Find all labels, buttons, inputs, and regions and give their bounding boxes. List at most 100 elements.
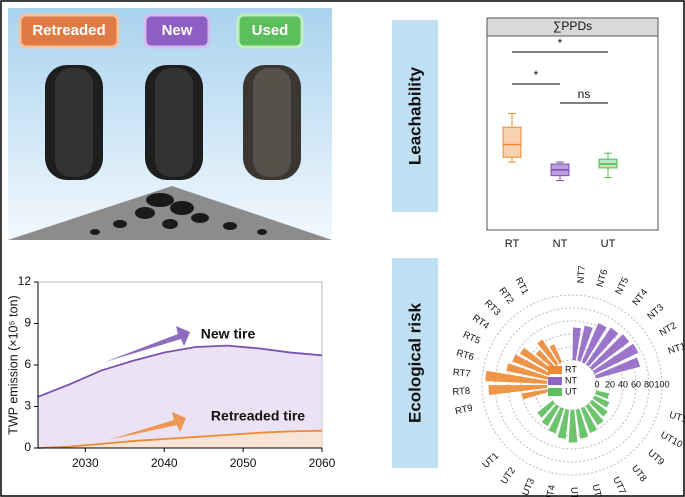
r-tick-label: 40 [618, 379, 628, 389]
category-label: UT4 [544, 484, 558, 497]
tag-new [143, 13, 211, 49]
radial-bar [575, 408, 589, 439]
legend-label: RT [565, 364, 577, 374]
radial-bar [488, 385, 548, 396]
x-tick-label: UT [601, 238, 616, 250]
radial-bar [506, 363, 549, 380]
category-label: UT10 [659, 430, 685, 451]
legend-swatch [548, 388, 562, 396]
box-frame [486, 17, 659, 231]
area-fill [38, 345, 322, 448]
grid-circle [494, 307, 650, 463]
radial-bar [519, 347, 553, 373]
category-label: RT2 [496, 285, 515, 306]
r-tick-label: 0 [594, 379, 599, 389]
x-tick-label: 2050 [230, 456, 257, 470]
category-label: RT8 [452, 386, 470, 398]
category-label: UT8 [629, 463, 649, 484]
category-label: NT3 [645, 302, 666, 322]
radial-bar [521, 389, 549, 400]
category-label: NT5 [613, 276, 631, 297]
category-label: NT2 [658, 320, 679, 339]
category-label: RT6 [455, 348, 475, 363]
category-label: UT2 [499, 465, 518, 486]
tire-tread [253, 68, 291, 177]
radial-bar [581, 323, 607, 364]
r-tick-label: 20 [605, 379, 615, 389]
tag-text: Retreaded [32, 22, 105, 39]
trend-arrow [108, 412, 186, 440]
category-label: UT3 [520, 477, 537, 497]
grid-circle [507, 320, 637, 450]
panel-label-bg [392, 258, 438, 468]
category-label: RT5 [461, 329, 482, 346]
tires [45, 65, 301, 180]
radial-bar [535, 349, 556, 369]
buttons: Retreaded New Used [18, 13, 304, 49]
radial-bar [557, 409, 570, 439]
radial-bar [595, 357, 641, 379]
category-label: UT5 [568, 487, 579, 497]
r-tick-label: 60 [631, 379, 641, 389]
box-title: ∑PPDs [553, 19, 592, 33]
radial-bar [592, 395, 610, 408]
tag-text: Used [252, 22, 289, 39]
radial-bar [572, 327, 581, 361]
category-label: UT1 [481, 451, 502, 471]
grid-circle [533, 346, 611, 424]
r-tick-label: 100 [654, 379, 669, 389]
category-label: RT7 [452, 367, 471, 380]
y-tick-label: 3 [24, 399, 31, 413]
comparison-label: * [534, 68, 539, 82]
grid-circle [481, 294, 663, 476]
category-label: UT11 [668, 410, 685, 427]
tire-tread [55, 68, 93, 177]
x-tick-label: 2030 [72, 456, 99, 470]
radial-bar [537, 339, 559, 366]
comparison-label: ns [578, 87, 591, 101]
legend-label: UT [565, 386, 577, 396]
tag-used [236, 13, 304, 49]
radial-bar [589, 334, 630, 370]
radial-bar [537, 400, 556, 418]
grid-circle [520, 333, 624, 437]
y-tick-label: 6 [24, 357, 31, 371]
legend-swatch [548, 366, 562, 374]
box-header [486, 17, 659, 37]
trend-arrow [105, 326, 190, 362]
particle-pile [8, 186, 332, 240]
y-tick-label: 12 [18, 274, 32, 288]
category-label: NT4 [630, 287, 650, 308]
comparison-label: * [558, 36, 563, 50]
panel-label: Leachability [405, 66, 424, 165]
particles [90, 193, 267, 235]
legend-swatch [548, 377, 562, 385]
category-label: UT7 [610, 475, 628, 496]
y-axis-label: TWP emission (×10⁵ ton) [6, 295, 20, 434]
panel-label-bg [392, 20, 438, 212]
radial-bar [549, 344, 562, 364]
box [502, 126, 522, 158]
category-label: NT7 [575, 265, 588, 284]
radial-bar [595, 390, 610, 399]
category-label: NT1 [667, 341, 685, 357]
series-line [37, 344, 323, 398]
category-label: NT6 [595, 268, 611, 288]
panel-label: Ecological risk [405, 302, 424, 423]
radial-bar [592, 343, 639, 375]
tag-text: New [162, 22, 193, 39]
category-label: UT9 [645, 448, 666, 468]
category-label: RT1 [513, 276, 531, 297]
tag-retreaded [18, 13, 120, 49]
grid-circle [546, 359, 598, 411]
radial-bar [485, 370, 548, 384]
tire-tread [155, 68, 193, 177]
x-tick-label: RT [505, 238, 520, 250]
series-line [37, 429, 323, 449]
radial-bar [580, 406, 597, 433]
x-tick-label: 2040 [151, 456, 178, 470]
r-tick-label: 80 [644, 379, 654, 389]
radial-bar [585, 327, 619, 367]
series-label: Retreaded tire [211, 408, 305, 424]
